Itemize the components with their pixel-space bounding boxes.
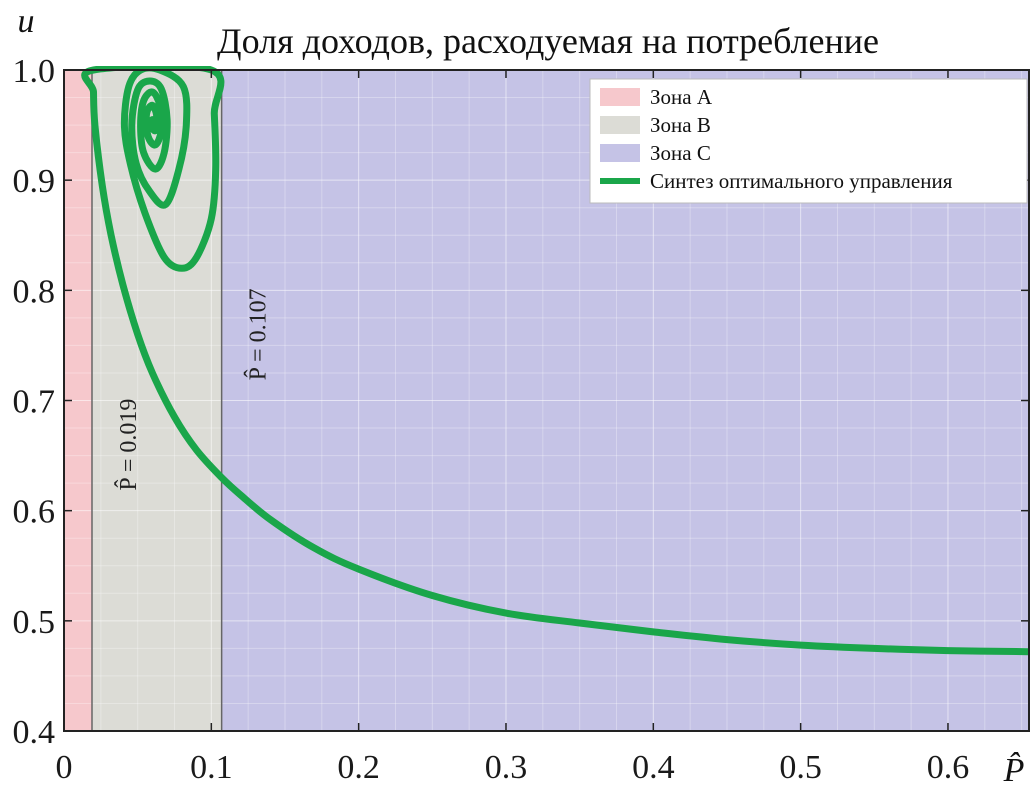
series-line bbox=[81, 66, 1029, 656]
y-tick-label: 0.9 bbox=[13, 163, 56, 200]
y-tick-label: 0.5 bbox=[13, 604, 56, 641]
y-tick-label: 0.4 bbox=[13, 714, 56, 751]
x-tick-label: 0.2 bbox=[337, 749, 380, 786]
series-layer bbox=[81, 66, 1029, 656]
legend-swatch bbox=[600, 144, 640, 162]
y-tick-label: 0.6 bbox=[13, 494, 56, 531]
x-tick-label: 0.6 bbox=[927, 749, 970, 786]
legend: Зона A Зона B Зона C Синтез оптимального уп… bbox=[589, 78, 1028, 204]
x-tick-label: 0.4 bbox=[632, 749, 675, 786]
boundary-layer bbox=[91, 70, 223, 731]
zone-boundary-label: P̂ = 0.107 bbox=[244, 288, 272, 380]
y-tick-label: 0.8 bbox=[13, 273, 56, 310]
legend-label: Зона C bbox=[650, 141, 711, 165]
y-tick-label: 1.0 bbox=[13, 53, 56, 90]
zone-boundary-label: P̂ = 0.019 bbox=[114, 399, 142, 491]
chart-title: Доля доходов, расходуемая на потребление bbox=[217, 21, 879, 61]
x-tick-label: 0.1 bbox=[190, 749, 233, 786]
y-axis-label: u bbox=[18, 3, 35, 40]
legend-swatch bbox=[600, 116, 640, 134]
ticks-layer: 0 0.1 0.2 0.3 0.4 0.5 0.6 0.4 0.5 0.6 0.7 0.8 0.9 1.0 bbox=[13, 53, 1029, 786]
legend-box bbox=[589, 78, 1028, 204]
annotations-layer: P̂ = 0.019 P̂ = 0.107 bbox=[114, 288, 271, 490]
legend-swatch bbox=[600, 88, 640, 106]
legend-label: Зона A bbox=[650, 85, 713, 109]
y-tick-label: 0.7 bbox=[13, 384, 56, 421]
x-tick-label: 0.3 bbox=[485, 749, 528, 786]
legend-label: Синтез оптимального управления bbox=[650, 169, 953, 193]
legend-label: Зона B bbox=[650, 113, 711, 137]
x-axis-label: P̂ bbox=[1003, 751, 1025, 789]
x-tick-label: 0.5 bbox=[779, 749, 822, 786]
x-tick-label: 0 bbox=[56, 749, 73, 786]
